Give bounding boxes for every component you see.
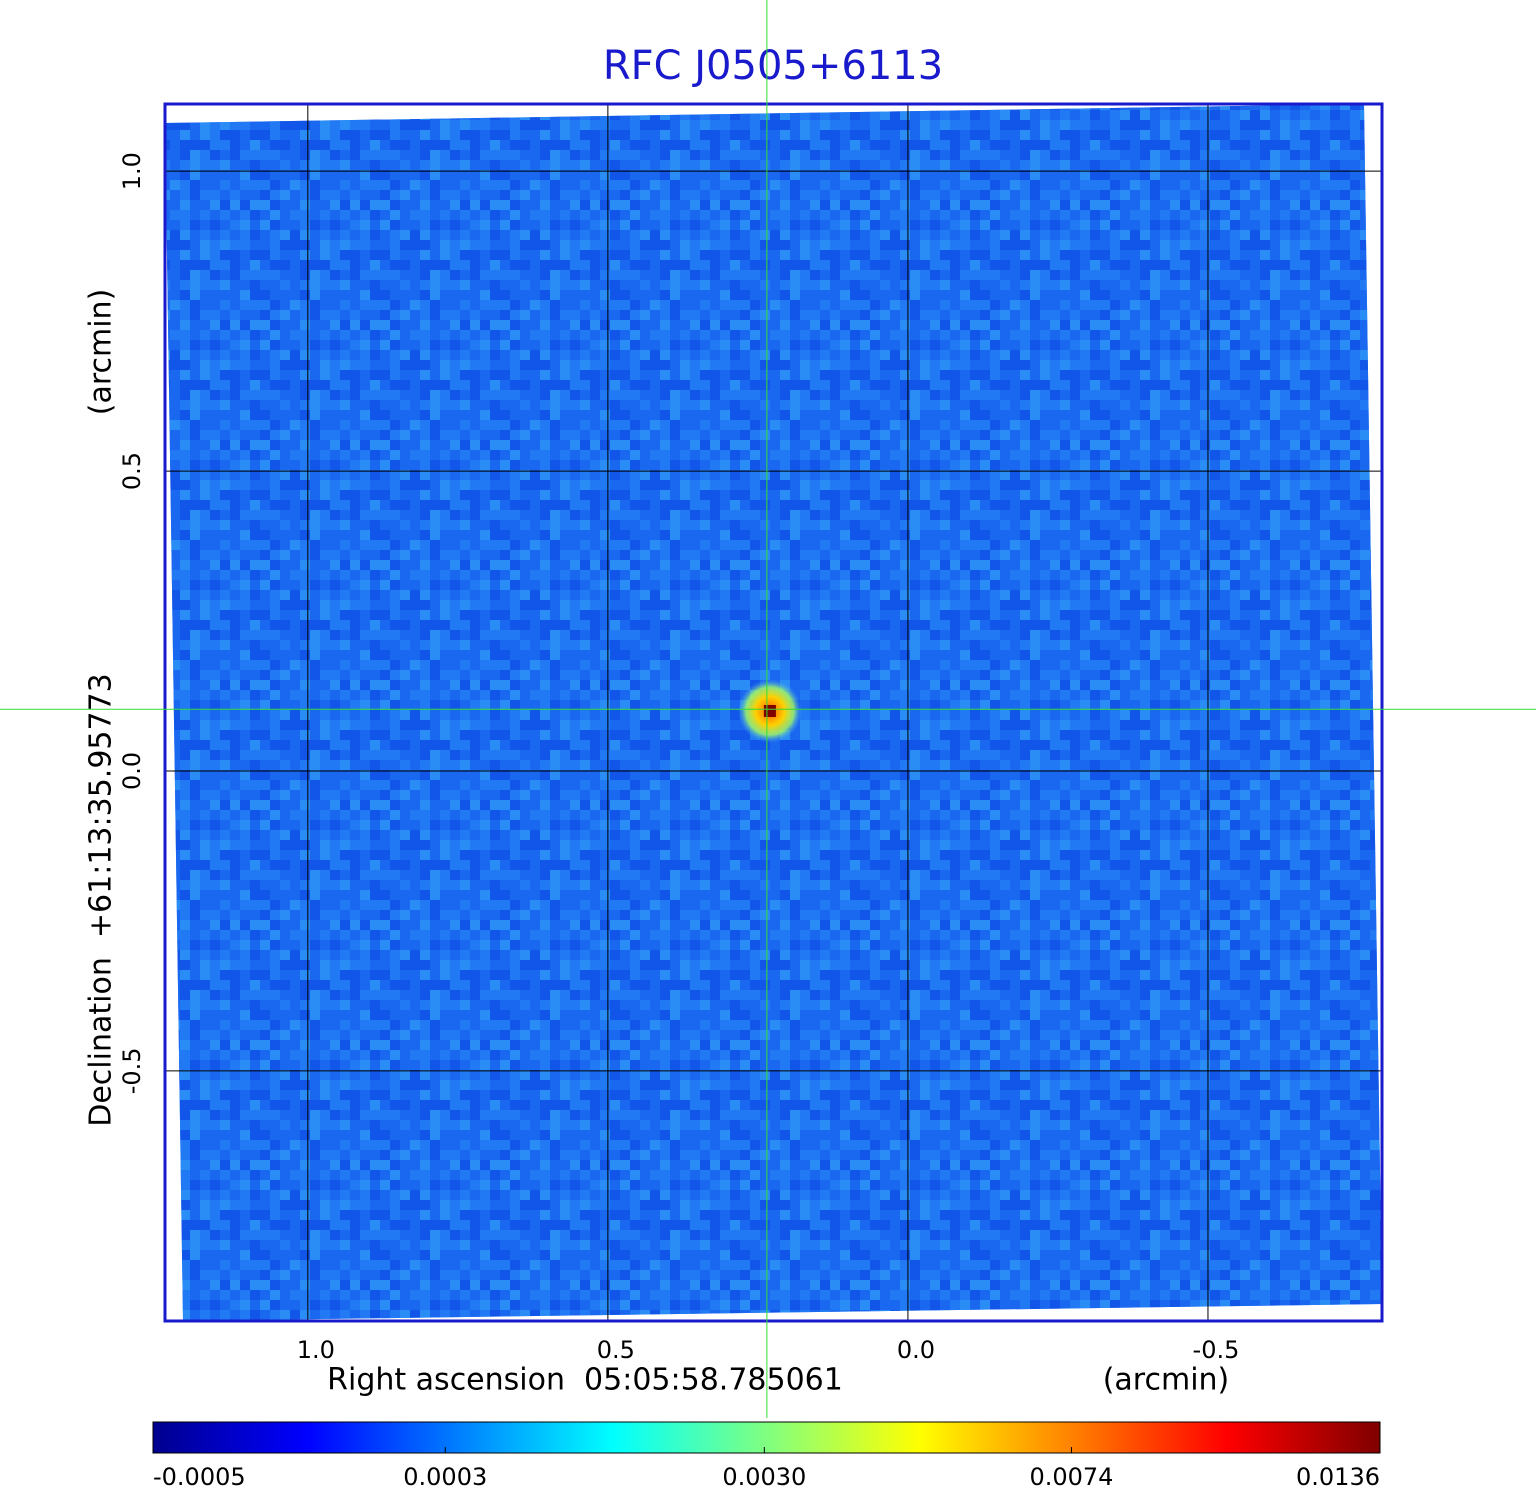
x-tick-label: 0.0 xyxy=(897,1336,935,1364)
chart: RFC J0505+6113 Right ascension 05:05:58.… xyxy=(0,0,1536,1511)
y-tick-label: 0.5 xyxy=(118,452,146,490)
chart-title: RFC J0505+6113 xyxy=(603,43,943,89)
x-axis-unit: (arcmin) xyxy=(1103,1363,1230,1398)
y-tick-label: -0.5 xyxy=(118,1047,146,1094)
y-axis-label: Declination +61:13:35.95773 xyxy=(84,673,119,1127)
x-tick-label: -0.5 xyxy=(1193,1336,1240,1364)
colorbar-tick-label: -0.0005 xyxy=(153,1463,246,1491)
colorbar-tick-label: 0.0030 xyxy=(722,1463,806,1491)
x-axis-label: Right ascension 05:05:58.785061 xyxy=(327,1363,843,1398)
y-axis-unit: (arcmin) xyxy=(84,289,119,416)
source-peak xyxy=(764,705,776,717)
y-tick-label: 0.0 xyxy=(118,752,146,790)
colorbar-tick-label: 0.0136 xyxy=(1296,1463,1380,1491)
colorbar-tick-label: 0.0074 xyxy=(1029,1463,1113,1491)
colorbar-tick-label: 0.0003 xyxy=(403,1463,487,1491)
x-tick-label: 1.0 xyxy=(297,1336,335,1364)
colorbar xyxy=(153,1422,1380,1453)
y-tick-label: 1.0 xyxy=(118,152,146,190)
x-tick-label: 0.5 xyxy=(597,1336,635,1364)
